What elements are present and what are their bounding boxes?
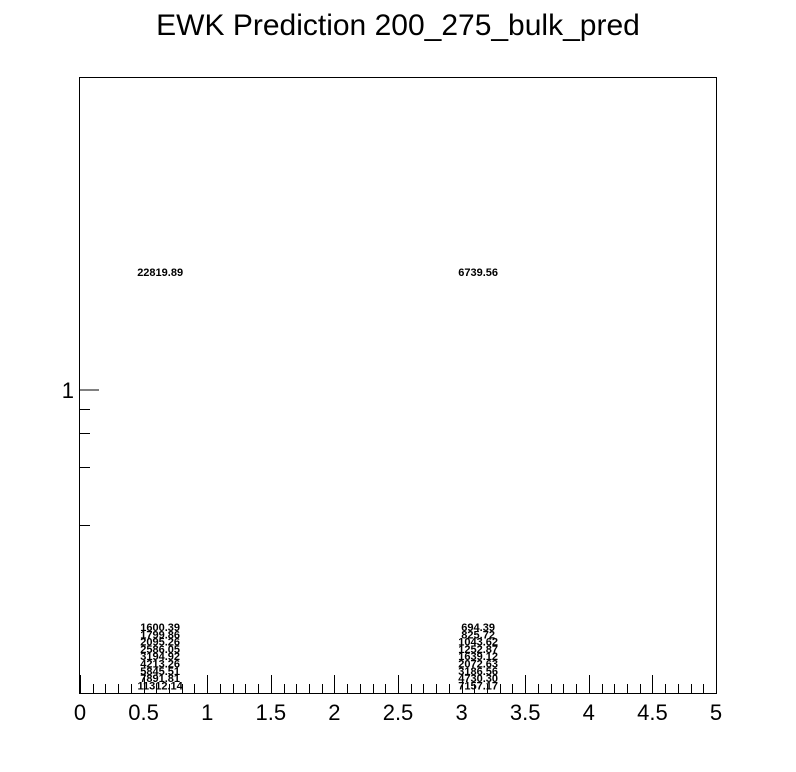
data-labels: 22819.89 1600.391799.862095.262586.053194… xyxy=(137,267,498,692)
x-tick-label: 1.5 xyxy=(256,700,287,725)
data-label-stacked: 5845.51 xyxy=(140,666,180,678)
x-tick-label: 5 xyxy=(710,700,722,725)
data-label-top: 6739.56 xyxy=(458,267,498,279)
data-label-stacked: 3186.56 xyxy=(458,666,498,678)
data-label-stacked: 4213.26 xyxy=(140,659,180,671)
chart-title: EWK Prediction 200_275_bulk_pred xyxy=(156,9,640,42)
data-label-top: 22819.89 xyxy=(137,267,183,279)
x-tick-label: 0.5 xyxy=(128,700,159,725)
data-label-stacked: 3194.92 xyxy=(140,651,180,663)
plot-frame xyxy=(79,77,717,694)
y-axis: 1 xyxy=(62,378,99,526)
x-axis: 0 0.5 1 1.5 2 2.5 3 3.5 4 4.5 5 xyxy=(74,675,722,725)
data-label-stacked: 4730.30 xyxy=(458,673,498,685)
data-label-stacked: 1639.12 xyxy=(458,651,498,663)
data-label-stacked: 1043.62 xyxy=(458,637,498,649)
y-tick-label: 1 xyxy=(62,378,74,403)
data-label-stacked: 2586.05 xyxy=(140,644,180,656)
data-label-stacked: 1252.87 xyxy=(458,644,498,656)
x-tick-label: 4.5 xyxy=(637,700,668,725)
x-tick-label: 0 xyxy=(74,700,86,725)
data-label-stacked: 1799.86 xyxy=(140,629,180,641)
x-tick-label: 2.5 xyxy=(383,700,414,725)
data-label-stacked: 11312.14 xyxy=(137,680,183,692)
x-tick-label: 2 xyxy=(328,700,340,725)
x-tick-label: 3 xyxy=(455,700,467,725)
data-label-stacked: 2072.63 xyxy=(458,659,498,671)
data-label-stacked: 7891.81 xyxy=(140,673,180,685)
x-tick-label: 1 xyxy=(201,700,213,725)
x-tick-label: 4 xyxy=(583,700,595,725)
data-label-stacked: 694.39 xyxy=(461,622,495,634)
data-label-stacked: 1600.39 xyxy=(140,622,180,634)
data-label-stacked: 825.72 xyxy=(461,629,495,641)
data-label-stacked: 7157.17 xyxy=(458,680,498,692)
data-label-stacked: 2095.26 xyxy=(140,637,180,649)
x-tick-label: 3.5 xyxy=(510,700,541,725)
